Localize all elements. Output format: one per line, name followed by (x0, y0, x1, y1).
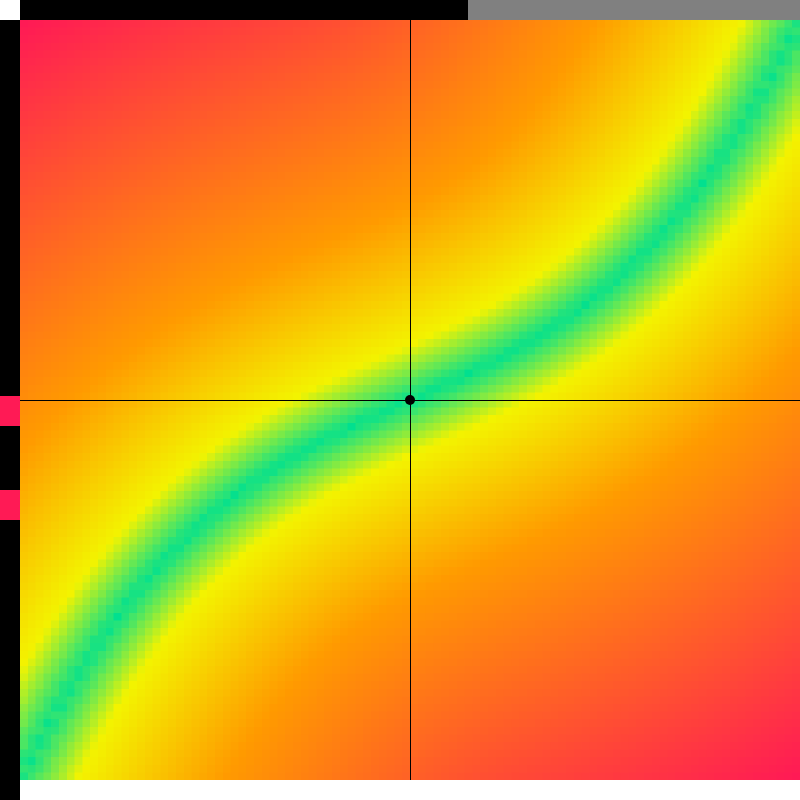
frame-left-block-4 (0, 520, 20, 800)
frame-top-gray (468, 0, 800, 20)
chart-stage (0, 0, 800, 800)
axes-overlay-canvas (0, 0, 800, 800)
frame-left-block-1 (0, 396, 20, 426)
frame-top-black (20, 0, 468, 20)
frame-left-block-2 (0, 426, 20, 490)
frame-left-block-3 (0, 490, 20, 520)
frame-left-block-0 (0, 20, 20, 396)
